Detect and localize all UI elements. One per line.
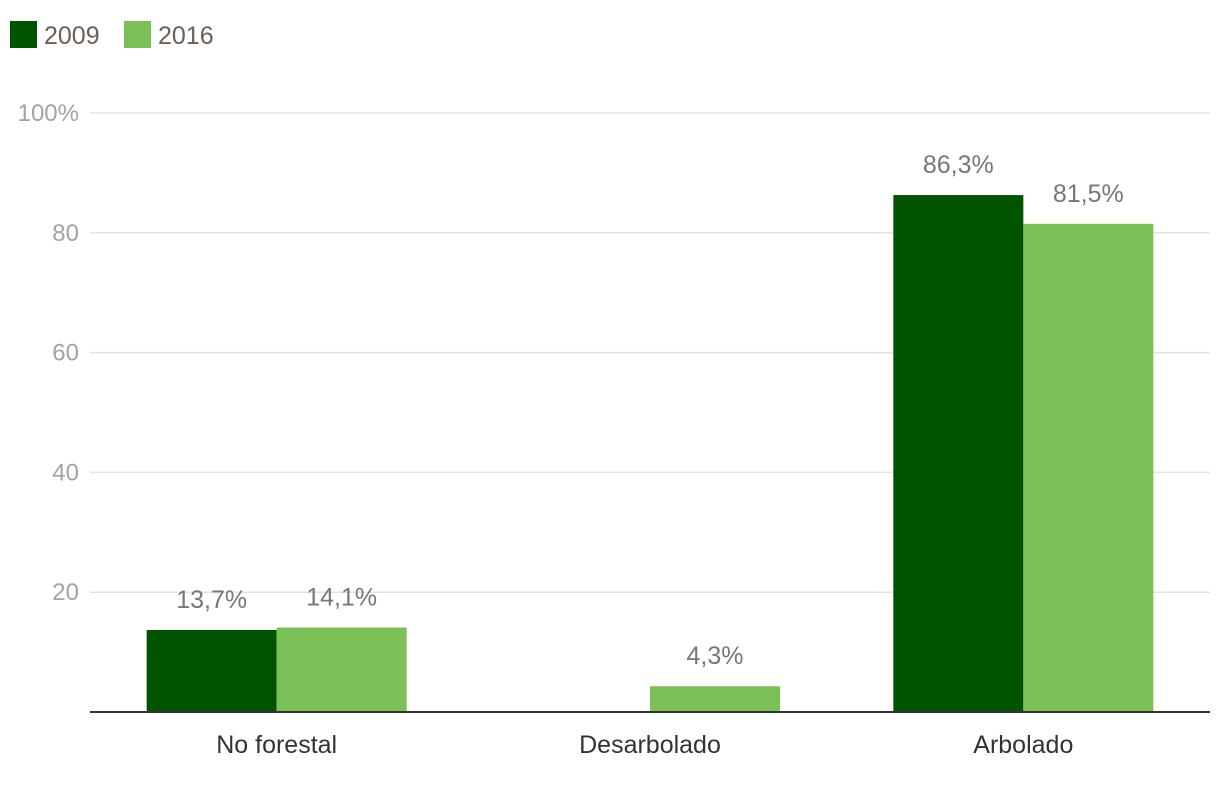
y-axis: 20 40 60 80 100% [18,100,79,606]
bar-2016-1 [650,686,780,712]
data-label: 81,5% [1053,180,1124,208]
legend: 2009 2016 [10,21,214,50]
legend-swatch-2009 [10,21,37,48]
legend-label-2016: 2016 [158,22,214,50]
bar-2016-2 [1023,223,1154,712]
y-tick-label: 100% [18,100,79,127]
bar-2009-2 [893,195,1024,713]
bar-2009-0 [146,629,277,712]
data-labels: 13,7% 14,1% 4,3% 86,3% 81,5% [176,151,1124,670]
y-tick-label: 60 [52,340,79,367]
bars [146,195,1154,713]
data-label: 14,1% [306,584,377,612]
y-tick-label: 20 [52,579,79,606]
y-tick-label: 40 [52,459,79,486]
data-label: 86,3% [923,151,994,179]
x-tick-label: No forestal [216,731,337,759]
x-axis: No forestal Desarbolado Arbolado [216,731,1073,759]
legend-label-2009: 2009 [44,22,100,50]
x-tick-label: Arbolado [973,731,1073,759]
data-label: 4,3% [687,642,744,670]
legend-swatch-2016 [124,21,151,48]
x-tick-label: Desarbolado [579,731,721,759]
data-label: 13,7% [176,586,247,614]
bar-2016-0 [276,627,407,712]
y-tick-label: 80 [52,220,79,247]
